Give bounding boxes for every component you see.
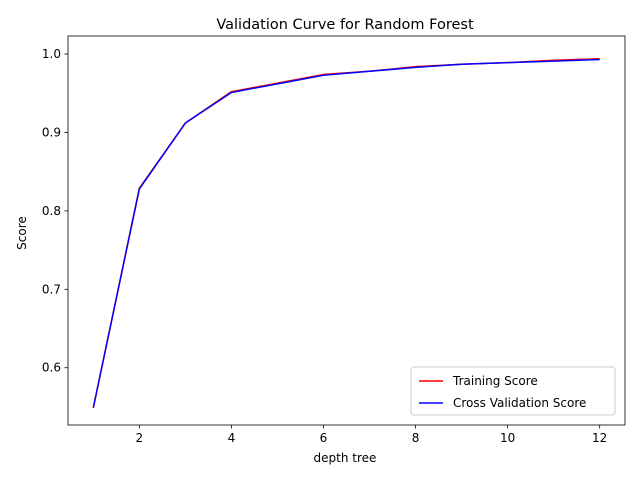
legend: Training Score Cross Validation Score — [410, 366, 616, 416]
y-tick-label: 0.6 — [42, 361, 61, 375]
legend-label-1: Cross Validation Score — [453, 396, 586, 410]
x-tick-label: 6 — [320, 431, 328, 445]
x-tick-label: 2 — [136, 431, 144, 445]
axes-frame — [67, 35, 626, 426]
y-tick-label: 0.9 — [42, 125, 61, 139]
x-tick-label: 10 — [500, 431, 515, 445]
legend-box — [410, 366, 616, 416]
y-tick-label: 0.8 — [42, 204, 61, 218]
legend-label-0: Training Score — [452, 374, 538, 388]
chart-title: Validation Curve for Random Forest — [216, 17, 474, 33]
series-line-0 — [92, 57, 600, 408]
y-tick-label: 0.7 — [42, 282, 61, 296]
x-tick-label: 12 — [592, 431, 607, 445]
y-tick-label: 1.0 — [42, 47, 61, 61]
x-tick-label: 4 — [228, 431, 236, 445]
y-axis-label: Score — [15, 216, 29, 250]
x-tick-label: 8 — [412, 431, 420, 445]
plot-area: 2 4 6 8 10 12 0.6 0.7 0.8 0.9 1.0 — [42, 35, 626, 445]
x-axis-label: depth tree — [314, 451, 377, 465]
series-line-1 — [92, 58, 600, 408]
